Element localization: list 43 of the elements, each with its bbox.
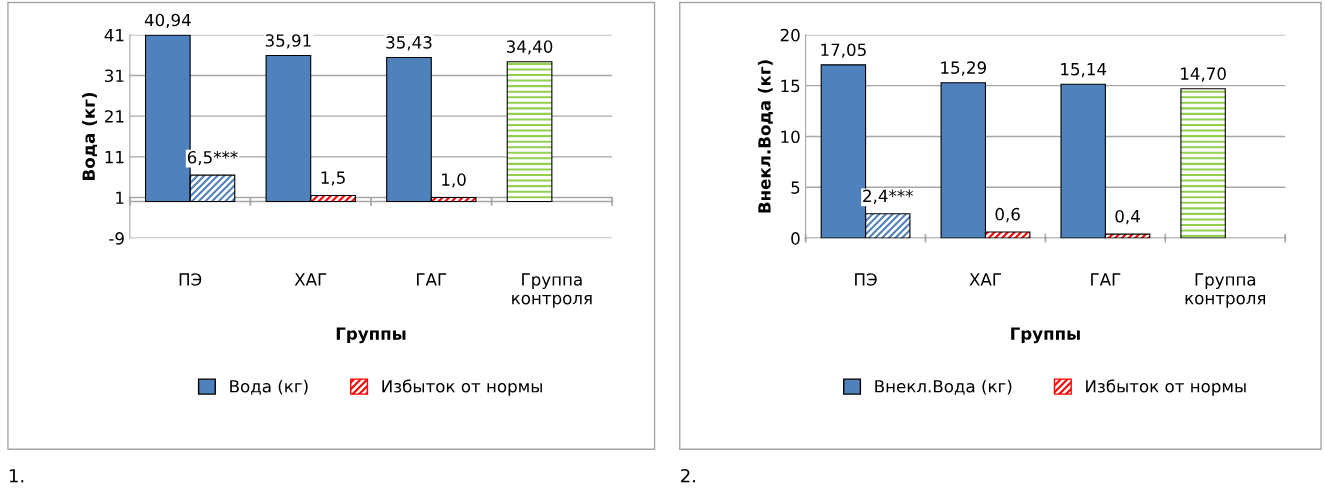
y-axis-title: Вода (кг) bbox=[82, 92, 98, 180]
data-label: 34,40 bbox=[506, 40, 553, 55]
data-label: 35,91 bbox=[265, 34, 311, 49]
y-tick-label: -9 bbox=[109, 232, 124, 245]
y-tick-label: 11 bbox=[105, 151, 124, 164]
data-label: 1,0 bbox=[442, 173, 466, 188]
data-label: 6,5*** bbox=[187, 150, 238, 166]
data-label: 17,05 bbox=[821, 43, 866, 58]
y-tick-label: 10 bbox=[781, 130, 800, 144]
x-tick-label: ХАГ bbox=[969, 273, 1001, 286]
legend-label: Избыток от нормы bbox=[1086, 379, 1246, 396]
data-label: 2,4*** bbox=[863, 189, 913, 204]
y-tick-label: 1 bbox=[116, 191, 124, 204]
x-axis-title: Группы bbox=[336, 327, 406, 344]
legend-label: Вода (кг) bbox=[230, 379, 308, 395]
y-axis-title: Внекл.Вода (кг) bbox=[757, 60, 773, 213]
x-tick-label: Группа контроля bbox=[1185, 273, 1266, 308]
legend-label: Избыток от нормы bbox=[382, 379, 542, 396]
y-tick-label: 41 bbox=[104, 29, 124, 42]
data-label: 0,6 bbox=[995, 207, 1020, 223]
y-tick-label: 20 bbox=[780, 28, 800, 42]
x-axis-title: Группы bbox=[1011, 327, 1080, 344]
data-label: 15,29 bbox=[941, 61, 986, 76]
y-tick-label: 0 bbox=[791, 232, 800, 245]
x-tick-label: ГАГ bbox=[1091, 273, 1121, 286]
y-tick-label: 21 bbox=[105, 110, 124, 123]
data-label: 35,43 bbox=[386, 36, 432, 51]
data-label: 40,94 bbox=[144, 13, 191, 29]
y-tick-label: 15 bbox=[781, 79, 800, 93]
text: 1. bbox=[9, 469, 24, 483]
text: 2. bbox=[681, 468, 695, 483]
x-tick-label: ГАГ bbox=[417, 273, 447, 286]
x-tick-label: Группа контроля bbox=[512, 273, 592, 308]
y-tick-label: 5 bbox=[791, 181, 800, 194]
data-label: 14,70 bbox=[1181, 67, 1226, 82]
legend-label: Внекл.Вода (кг) bbox=[875, 379, 1012, 395]
x-tick-label: ПЭ bbox=[855, 273, 877, 286]
data-label: 0,4 bbox=[1115, 209, 1140, 225]
x-tick-label: ХАГ bbox=[294, 273, 327, 286]
y-tick-label: 31 bbox=[105, 69, 124, 83]
x-tick-label: ПЭ bbox=[179, 273, 202, 286]
data-label: 1,5 bbox=[321, 171, 345, 186]
data-label: 15,14 bbox=[1061, 63, 1107, 78]
